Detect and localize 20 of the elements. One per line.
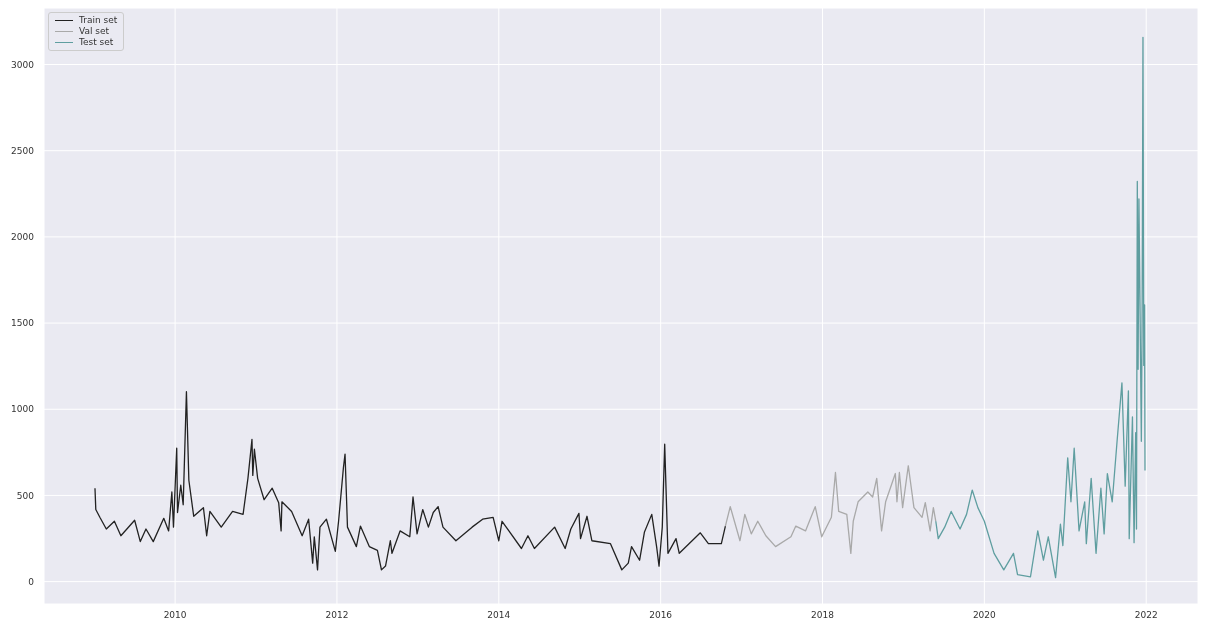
x-tick-label: 2022: [1134, 610, 1158, 621]
legend-label: Train set: [79, 15, 118, 26]
y-tick-label: 2500: [11, 145, 35, 156]
line-series: [935, 36, 1146, 579]
x-tick-label: 2012: [325, 610, 349, 621]
y-tick-label: 500: [16, 490, 35, 501]
legend-label: Val set: [79, 26, 110, 37]
y-tick-label: 1000: [11, 404, 35, 415]
x-tick-label: 2020: [972, 610, 997, 621]
y-tick-label: 3000: [11, 59, 35, 70]
line-series: [724, 465, 937, 554]
x-tick-label: 2014: [487, 610, 511, 621]
y-tick-label: 2000: [11, 232, 35, 243]
y-tick-label: 0: [28, 576, 35, 587]
legend-label: Test set: [79, 37, 114, 48]
x-tick-label: 2016: [649, 610, 673, 621]
y-tick-label: 1500: [11, 318, 35, 329]
line-series: [94, 391, 727, 571]
x-tick-label: 2010: [163, 610, 187, 621]
x-tick-label: 2018: [811, 610, 835, 621]
